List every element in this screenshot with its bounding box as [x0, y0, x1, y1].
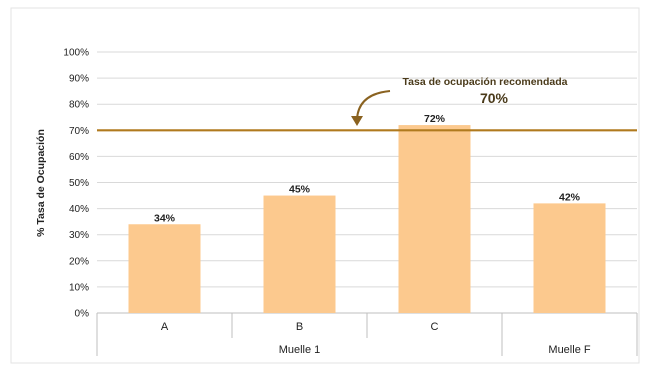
bar — [128, 224, 201, 313]
y-axis-title: % Tasa de Ocupación — [35, 129, 47, 237]
bar — [533, 203, 606, 313]
x-group-label: Muelle 1 — [279, 344, 321, 356]
bar — [263, 195, 336, 313]
y-tick-label: 90% — [69, 74, 89, 85]
bars — [128, 125, 606, 313]
x-group-label: Muelle F — [548, 344, 590, 356]
annotation-arrowhead-icon — [351, 116, 363, 126]
y-tick-label: 80% — [69, 100, 89, 111]
value-labels: 34% 45% 72% 42% — [154, 113, 581, 224]
reference-line-value-label: 70% — [480, 90, 509, 106]
x-tick-label: C — [431, 321, 439, 333]
bar-value-label: 34% — [154, 212, 176, 224]
bar-value-label: 45% — [289, 184, 311, 196]
y-tick-labels: 0% 10% 20% 30% 40% 50% 60% 70% 80% 90% 100% — [63, 48, 89, 320]
y-tick-label: 0% — [75, 309, 90, 320]
x-tick-label: B — [296, 321, 303, 333]
x-axis: A B C Muelle 1 Muelle F — [96, 313, 638, 356]
y-tick-label: 60% — [69, 152, 89, 163]
y-tick-label: 30% — [69, 230, 89, 241]
bar-value-label: 42% — [559, 191, 581, 203]
y-tick-label: 40% — [69, 204, 89, 215]
x-tick-label: A — [161, 321, 169, 333]
y-tick-label: 10% — [69, 282, 89, 293]
y-tick-label: 100% — [63, 48, 89, 59]
y-tick-label: 70% — [69, 126, 89, 137]
y-tick-label: 20% — [69, 256, 89, 267]
reference-line-label: Tasa de ocupación recomendada — [403, 76, 568, 88]
bar-value-label: 72% — [424, 113, 446, 125]
y-tick-label: 50% — [69, 178, 89, 189]
bar — [398, 125, 471, 313]
annotation-arrow-icon — [356, 90, 391, 120]
